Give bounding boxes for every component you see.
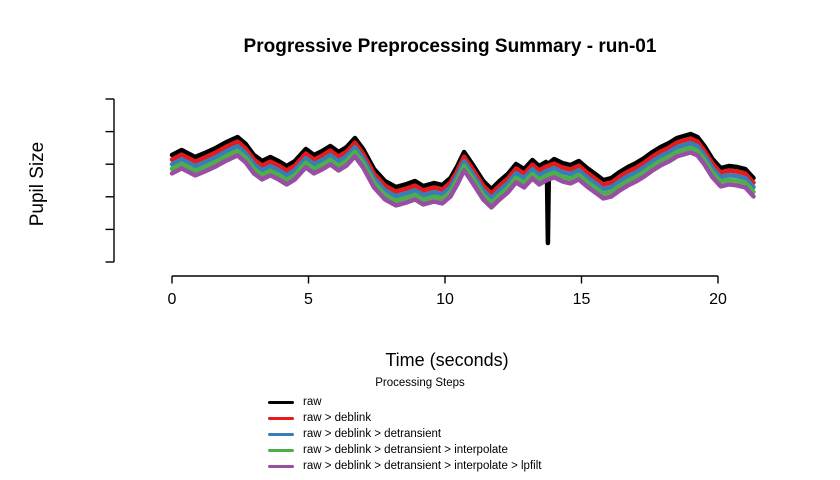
legend-label: raw > deblink (303, 412, 372, 424)
x-tick-label: 20 (709, 291, 727, 308)
legend-label: raw (303, 396, 322, 408)
x-axis-label: Time (seconds) (385, 350, 509, 370)
series-line-3 (169, 145, 756, 206)
legend-label: raw > deblink > detransient (303, 428, 442, 440)
legend-swatch-icon (268, 400, 294, 404)
legend-label: raw > deblink > detransient > interpolat… (303, 444, 508, 456)
series-line-4 (169, 150, 756, 210)
legend: raw raw > deblink raw > deblink > detransi… (268, 396, 541, 472)
legend-swatch-icon (268, 432, 294, 436)
axes-group: 0 5 10 15 20 (105, 98, 727, 308)
chart-title: Progressive Preprocessing Summary - run-… (243, 36, 657, 57)
legend-row: raw > deblink > detransient (268, 428, 541, 440)
legend-row: raw > deblink > detransient > interpolat… (268, 444, 541, 456)
series-line-0 (169, 131, 756, 246)
legend-title: Processing Steps (375, 377, 465, 389)
x-tick-label: 15 (573, 291, 591, 308)
series-line-2 (169, 140, 756, 201)
legend-swatch-icon (268, 464, 294, 468)
legend-row: raw > deblink > detransient > interpolat… (268, 460, 541, 472)
x-tick-label: 10 (436, 291, 454, 308)
series-group (169, 131, 756, 246)
x-tick-label: 5 (304, 291, 313, 308)
legend-row: raw > deblink (268, 412, 541, 424)
series-line-1 (169, 136, 756, 196)
legend-row: raw (268, 396, 541, 408)
legend-label: raw > deblink > detransient > interpolat… (303, 460, 542, 472)
legend-swatch-icon (268, 448, 294, 452)
x-tick-label: 0 (168, 291, 177, 308)
legend-swatch-icon (268, 416, 294, 420)
